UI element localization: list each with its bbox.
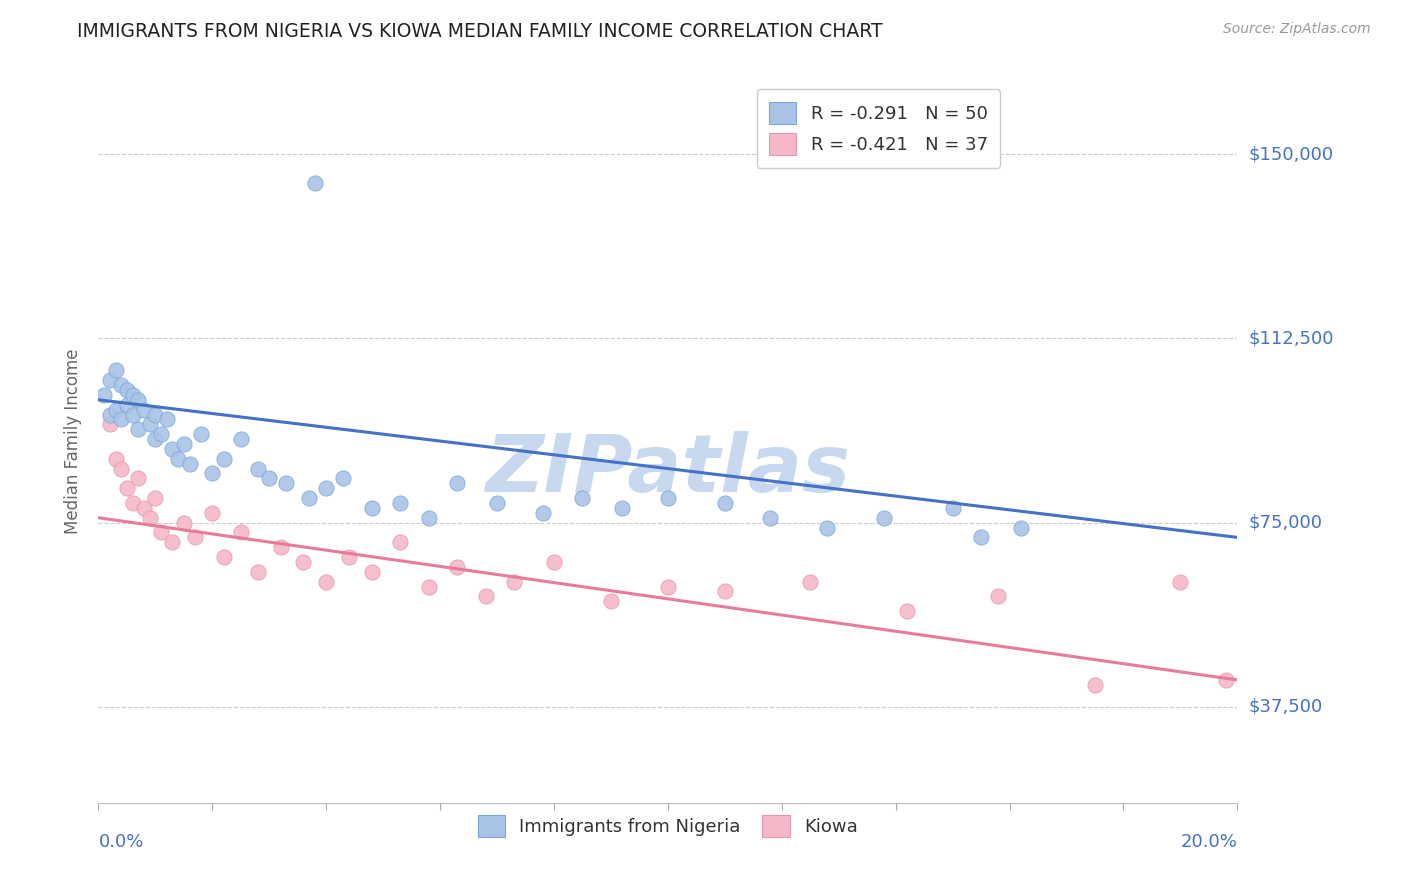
Point <box>815 520 838 534</box>
Point <box>201 506 224 520</box>
Point <box>229 525 252 540</box>
Point <box>115 383 138 397</box>
Point <box>104 402 127 417</box>
Point <box>987 590 1010 604</box>
Point <box>531 506 554 520</box>
Point <box>156 412 179 426</box>
Point <box>246 565 269 579</box>
Text: Source: ZipAtlas.com: Source: ZipAtlas.com <box>1223 22 1371 37</box>
Point <box>873 510 896 524</box>
Point <box>173 516 195 530</box>
Point <box>115 398 138 412</box>
Point <box>229 432 252 446</box>
Point <box>503 574 526 589</box>
Text: $150,000: $150,000 <box>1249 145 1333 163</box>
Point <box>389 535 412 549</box>
Point <box>360 565 382 579</box>
Point <box>212 451 235 466</box>
Point <box>145 408 167 422</box>
Point <box>179 457 201 471</box>
Point <box>98 408 121 422</box>
Point <box>418 510 440 524</box>
Point <box>127 422 149 436</box>
Point <box>600 594 623 608</box>
Point <box>759 510 782 524</box>
Point <box>389 496 412 510</box>
Point <box>259 471 281 485</box>
Point <box>657 491 679 505</box>
Point <box>110 412 132 426</box>
Point <box>714 584 737 599</box>
Point <box>1010 520 1032 534</box>
Point <box>571 491 593 505</box>
Point <box>292 555 315 569</box>
Point <box>184 530 207 544</box>
Point <box>1170 574 1192 589</box>
Point <box>110 378 132 392</box>
Point <box>162 442 184 456</box>
Point <box>121 408 143 422</box>
Point <box>173 437 195 451</box>
Point <box>190 427 212 442</box>
Point <box>446 476 468 491</box>
Point <box>115 481 138 495</box>
Text: 0.0%: 0.0% <box>98 833 143 851</box>
Point <box>93 388 115 402</box>
Point <box>714 496 737 510</box>
Text: $37,500: $37,500 <box>1249 698 1323 716</box>
Point <box>1084 678 1107 692</box>
Y-axis label: Median Family Income: Median Family Income <box>65 349 83 534</box>
Point <box>446 560 468 574</box>
Point <box>474 590 496 604</box>
Point <box>270 540 292 554</box>
Point <box>138 417 160 432</box>
Point <box>167 451 190 466</box>
Point <box>486 496 509 510</box>
Point <box>315 574 337 589</box>
Point <box>657 580 679 594</box>
Point <box>418 580 440 594</box>
Point <box>98 417 121 432</box>
Point <box>212 549 235 564</box>
Point <box>127 471 149 485</box>
Point <box>896 604 918 618</box>
Point <box>201 467 224 481</box>
Text: 20.0%: 20.0% <box>1181 833 1237 851</box>
Point <box>298 491 321 505</box>
Text: $112,500: $112,500 <box>1249 329 1334 347</box>
Point <box>110 461 132 475</box>
Point <box>970 530 993 544</box>
Text: $75,000: $75,000 <box>1249 514 1323 532</box>
Point <box>98 373 121 387</box>
Point <box>276 476 298 491</box>
Point <box>612 500 634 515</box>
Point <box>104 451 127 466</box>
Point <box>1215 673 1237 687</box>
Point <box>360 500 382 515</box>
Point <box>138 510 160 524</box>
Text: ZIPatlas: ZIPatlas <box>485 432 851 509</box>
Point <box>337 549 360 564</box>
Point <box>150 525 173 540</box>
Point <box>942 500 965 515</box>
Point <box>132 500 155 515</box>
Point <box>162 535 184 549</box>
Point <box>145 491 167 505</box>
Point <box>332 471 354 485</box>
Point <box>145 432 167 446</box>
Point <box>304 177 326 191</box>
Text: IMMIGRANTS FROM NIGERIA VS KIOWA MEDIAN FAMILY INCOME CORRELATION CHART: IMMIGRANTS FROM NIGERIA VS KIOWA MEDIAN … <box>77 22 883 41</box>
Point <box>246 461 269 475</box>
Point <box>127 392 149 407</box>
Point <box>104 363 127 377</box>
Point <box>799 574 821 589</box>
Legend: Immigrants from Nigeria, Kiowa: Immigrants from Nigeria, Kiowa <box>467 805 869 848</box>
Point <box>132 402 155 417</box>
Point <box>543 555 565 569</box>
Point <box>315 481 337 495</box>
Point <box>150 427 173 442</box>
Point <box>121 496 143 510</box>
Point <box>121 388 143 402</box>
